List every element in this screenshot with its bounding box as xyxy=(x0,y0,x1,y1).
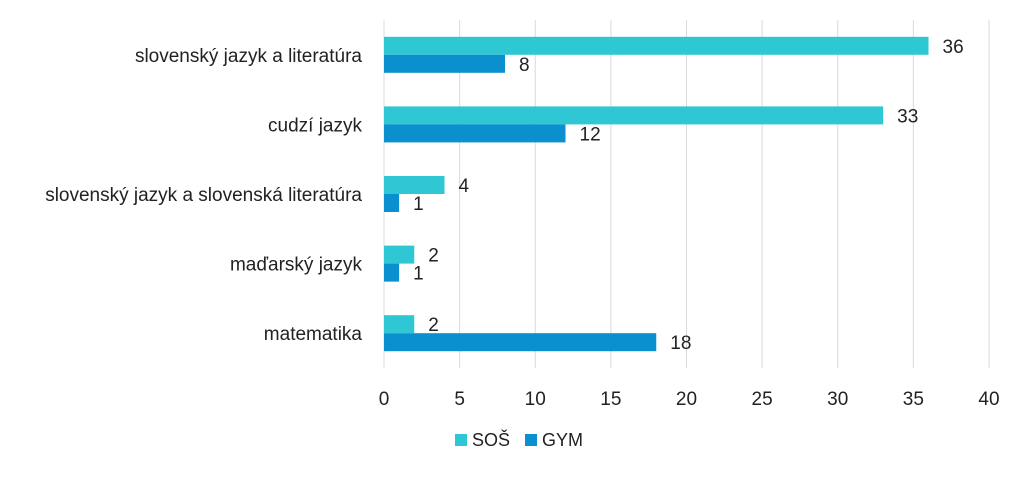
data-label: 1 xyxy=(413,194,424,215)
bar-gym xyxy=(384,54,505,73)
x-tick-label: 35 xyxy=(903,389,924,410)
category-labels: slovenský jazyk a literatúra cudzí jazyk s… xyxy=(45,46,362,345)
data-label: 36 xyxy=(943,37,964,58)
x-tick-label: 30 xyxy=(827,389,848,410)
bar-gym xyxy=(384,333,657,352)
data-label: 2 xyxy=(428,315,439,336)
bar-gym xyxy=(384,263,400,282)
category-label: maďarský jazyk xyxy=(230,255,363,276)
data-label: 1 xyxy=(413,264,424,285)
bar-sos xyxy=(384,106,884,125)
legend: SOŠ GYM xyxy=(455,429,583,450)
x-tick-label: 25 xyxy=(752,389,773,410)
x-tick-label: 15 xyxy=(600,389,621,410)
category-label: cudzí jazyk xyxy=(268,115,362,136)
data-label: 8 xyxy=(519,55,530,76)
category-label: slovenský jazyk a slovenská literatúra xyxy=(45,185,362,206)
legend-label: GYM xyxy=(542,430,583,450)
bars xyxy=(384,36,929,352)
legend-swatch-sos xyxy=(455,434,467,446)
data-label: 33 xyxy=(897,106,918,127)
category-label: matematika xyxy=(264,324,363,345)
bar-gym xyxy=(384,194,400,212)
bar-sos xyxy=(384,315,415,334)
x-tick-label: 5 xyxy=(454,389,465,410)
data-label: 2 xyxy=(428,246,439,267)
category-label: slovenský jazyk a literatúra xyxy=(135,46,362,67)
bar-sos xyxy=(384,245,415,264)
bar-gym xyxy=(384,124,566,143)
data-label: 4 xyxy=(459,176,470,197)
data-label: 12 xyxy=(580,124,601,145)
data-label: 18 xyxy=(670,333,691,354)
gridlines xyxy=(383,20,990,368)
x-tick-label: 20 xyxy=(676,389,697,410)
x-tick-label: 0 xyxy=(379,389,390,410)
x-axis-ticks: 0 5 10 15 20 25 30 35 40 xyxy=(379,389,1000,410)
legend-swatch-gym xyxy=(525,434,537,446)
legend-label: SOŠ xyxy=(472,429,510,450)
x-tick-label: 40 xyxy=(978,389,999,410)
bar-sos xyxy=(384,36,929,55)
bar-sos xyxy=(384,176,445,194)
x-tick-label: 10 xyxy=(525,389,546,410)
